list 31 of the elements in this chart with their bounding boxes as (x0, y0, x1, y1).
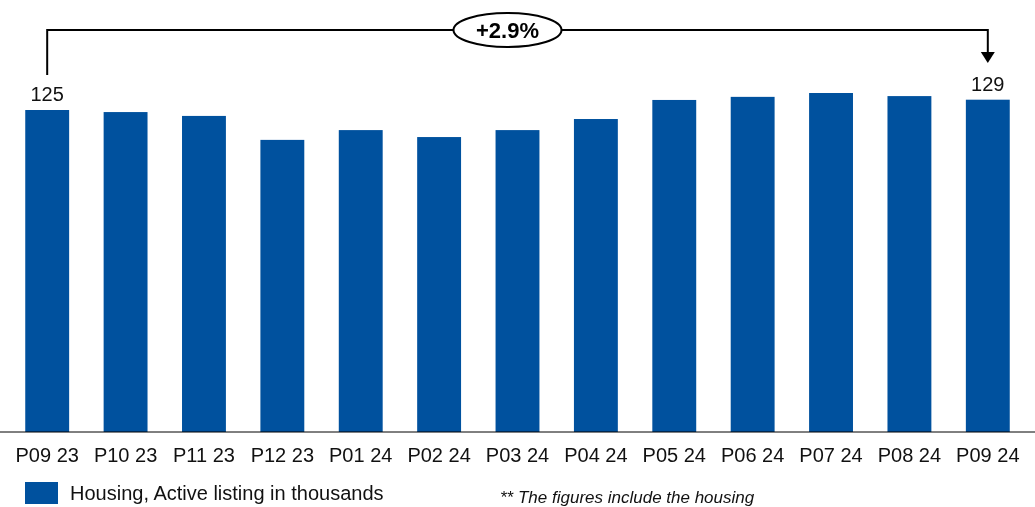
data-label: 129 (971, 72, 1005, 95)
x-tick-label: P11 23 (173, 444, 235, 466)
bar (260, 139, 305, 432)
bar (887, 96, 932, 432)
bar (965, 99, 1010, 432)
x-tick-label: P12 23 (250, 444, 315, 466)
x-tick-label: P08 24 (877, 444, 942, 466)
bar (103, 112, 148, 432)
bar (730, 96, 775, 432)
x-tick-label: P10 23 (93, 444, 158, 466)
x-tick-label: P04 24 (564, 444, 628, 466)
bar (417, 137, 462, 432)
data-label: 125 (30, 83, 64, 105)
x-tick-label: P07 24 (799, 444, 863, 466)
bar (809, 93, 853, 432)
x-tick-label: P01 24 (329, 444, 393, 466)
x-tick-label: P09 24 (956, 444, 1020, 466)
bar (652, 99, 697, 432)
text: +2.9% (476, 18, 539, 43)
bar (495, 130, 540, 432)
bar (182, 115, 226, 432)
text: ** The figures include the housing (500, 488, 755, 507)
x-tick-label: P06 24 (720, 444, 785, 466)
x-tick-label: P03 24 (485, 444, 550, 466)
bar (573, 119, 618, 432)
x-tick-label: P02 24 (407, 444, 471, 466)
x-tick-label: P05 24 (642, 444, 706, 466)
bar (338, 130, 383, 432)
legend-label: Housing, Active listing in thousands (70, 482, 384, 504)
bar (25, 110, 70, 432)
x-tick-label: P09 23 (15, 444, 79, 466)
